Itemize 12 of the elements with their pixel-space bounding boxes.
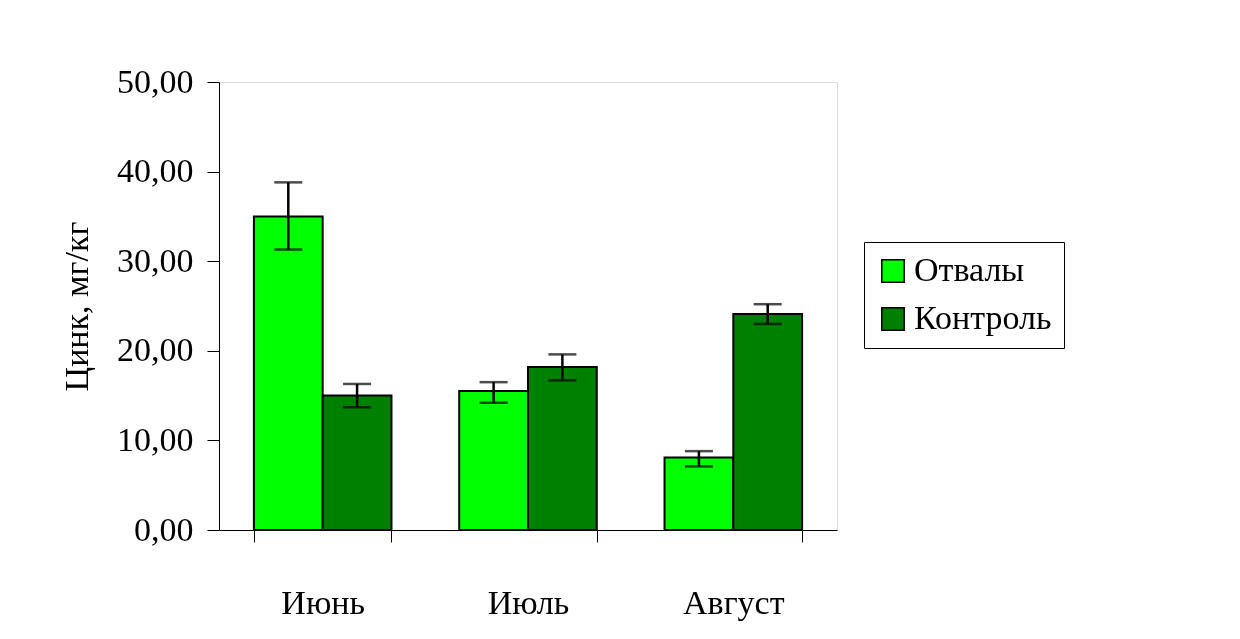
legend-label: Отвалы [914, 251, 1025, 288]
y-tick-label: 30,00 [117, 241, 194, 279]
y-tick-label: 20,00 [117, 331, 194, 369]
legend-label: Контроль [914, 299, 1052, 336]
y-axis-title: Цинк, мг/кг [58, 221, 95, 392]
y-tick-label: 50,00 [117, 62, 194, 100]
x-tick-label: Август [683, 583, 785, 621]
y-tick-label: 0,00 [134, 510, 194, 548]
y-tick-label: 10,00 [117, 420, 194, 458]
x-tick-label: Июль [487, 583, 570, 621]
x-tick-label: Июнь [281, 583, 366, 621]
y-tick-label: 40,00 [117, 152, 194, 190]
